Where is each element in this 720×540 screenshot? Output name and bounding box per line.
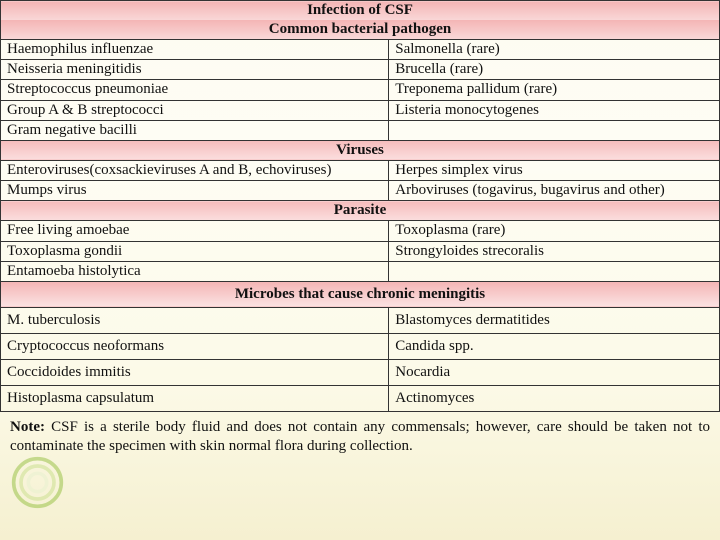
- vir-r-1: Arboviruses (togavirus, bugavirus and ot…: [389, 181, 720, 201]
- note-text: Note: CSF is a sterile body fluid and do…: [0, 412, 720, 460]
- chr-r-3: Actinomyces: [389, 385, 720, 411]
- vir-l-0: Enteroviruses(coxsackieviruses A and B, …: [1, 160, 389, 180]
- bact-r-1: Brucella (rare): [389, 60, 720, 80]
- bact-r-0: Salmonella (rare): [389, 40, 720, 60]
- chr-l-1: Cryptococcus neoformans: [1, 333, 389, 359]
- title-chronic: Microbes that cause chronic meningitis: [1, 281, 720, 307]
- title-parasite: Parasite: [1, 201, 720, 221]
- para-l-2: Entamoeba histolytica: [1, 261, 389, 281]
- para-l-1: Toxoplasma gondii: [1, 241, 389, 261]
- bact-r-3: Listeria monocytogenes: [389, 100, 720, 120]
- chr-l-3: Histoplasma capsulatum: [1, 385, 389, 411]
- bact-l-0: Haemophilus influenzae: [1, 40, 389, 60]
- bact-l-4: Gram negative bacilli: [1, 120, 389, 140]
- vir-l-1: Mumps virus: [1, 181, 389, 201]
- title-bacteria: Common bacterial pathogen: [1, 20, 720, 40]
- para-r-0: Toxoplasma (rare): [389, 221, 720, 241]
- title-main: Infection of CSF: [1, 1, 720, 21]
- title-virus: Viruses: [1, 140, 720, 160]
- bact-r-4: [389, 120, 720, 140]
- vir-r-0: Herpes simplex virus: [389, 160, 720, 180]
- chr-l-2: Coccidoides immitis: [1, 359, 389, 385]
- bact-r-2: Treponema pallidum (rare): [389, 80, 720, 100]
- corner-rings-icon: [10, 455, 65, 510]
- note-body: CSF is a sterile body fluid and does not…: [10, 419, 710, 454]
- para-r-1: Strongyloides strecoralis: [389, 241, 720, 261]
- chr-l-0: M. tuberculosis: [1, 307, 389, 333]
- note-label: Note:: [10, 419, 45, 435]
- chr-r-1: Candida spp.: [389, 333, 720, 359]
- bact-l-3: Group A & B streptococci: [1, 100, 389, 120]
- csf-table: Infection of CSF Common bacterial pathog…: [0, 0, 720, 412]
- bact-l-1: Neisseria meningitidis: [1, 60, 389, 80]
- para-r-2: [389, 261, 720, 281]
- bact-l-2: Streptococcus pneumoniae: [1, 80, 389, 100]
- chr-r-2: Nocardia: [389, 359, 720, 385]
- chr-r-0: Blastomyces dermatitides: [389, 307, 720, 333]
- para-l-0: Free living amoebae: [1, 221, 389, 241]
